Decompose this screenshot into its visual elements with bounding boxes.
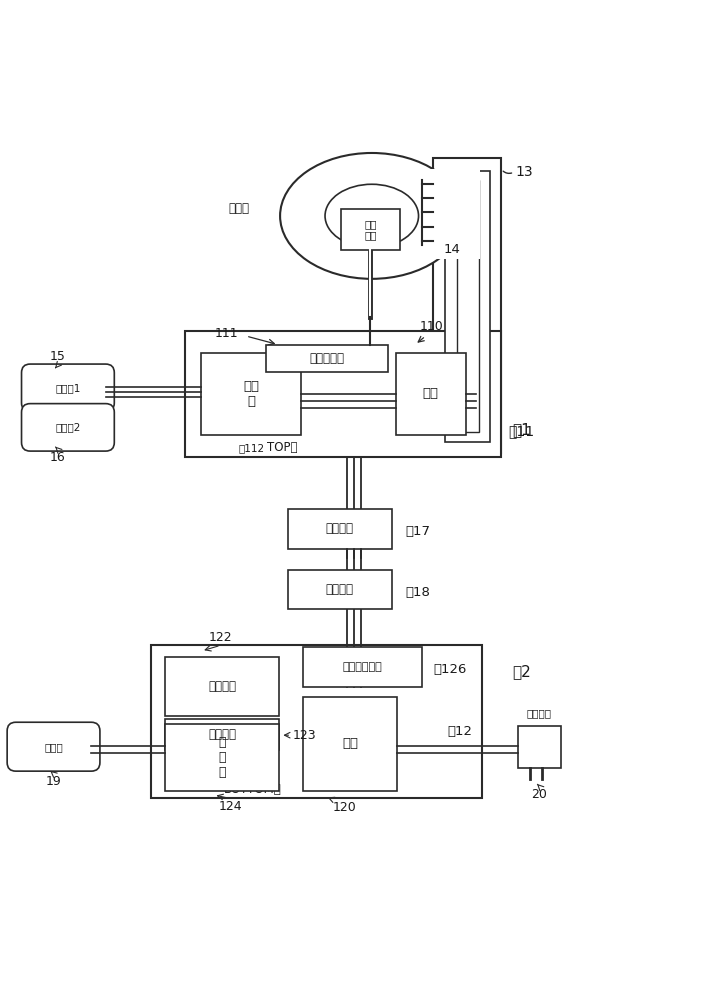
Text: 16: 16 xyxy=(50,451,66,464)
FancyBboxPatch shape xyxy=(287,570,392,609)
Text: 124: 124 xyxy=(218,800,242,813)
FancyBboxPatch shape xyxy=(185,331,501,457)
Text: 发射管2: 发射管2 xyxy=(55,422,81,432)
Text: 功率控制开关: 功率控制开关 xyxy=(343,662,383,672)
FancyBboxPatch shape xyxy=(422,169,479,259)
Text: ～112: ～112 xyxy=(238,443,265,453)
Text: 温度传感器: 温度传感器 xyxy=(310,352,344,365)
FancyBboxPatch shape xyxy=(22,364,114,412)
Text: 发射管1: 发射管1 xyxy=(55,383,81,393)
Text: 上连接件: 上连接件 xyxy=(326,522,354,535)
Text: 19: 19 xyxy=(45,775,61,788)
Text: 电源: 电源 xyxy=(342,737,358,750)
FancyBboxPatch shape xyxy=(445,171,490,442)
FancyBboxPatch shape xyxy=(165,724,279,791)
Text: 122: 122 xyxy=(209,631,232,644)
FancyBboxPatch shape xyxy=(341,209,400,250)
FancyBboxPatch shape xyxy=(518,726,561,768)
Text: 110: 110 xyxy=(419,320,443,333)
Text: 123: 123 xyxy=(292,729,316,742)
FancyBboxPatch shape xyxy=(266,345,388,372)
Text: 电源: 电源 xyxy=(423,387,439,400)
FancyBboxPatch shape xyxy=(457,180,479,432)
Text: 15: 15 xyxy=(50,350,66,363)
Text: 接
收
器: 接 收 器 xyxy=(219,736,226,779)
Text: 接收管: 接收管 xyxy=(44,742,63,752)
Text: 发射
器: 发射 器 xyxy=(243,380,259,408)
Text: 20: 20 xyxy=(531,788,547,801)
FancyBboxPatch shape xyxy=(433,158,501,453)
FancyBboxPatch shape xyxy=(7,722,100,771)
Text: 14: 14 xyxy=(444,243,461,256)
Text: ～2: ～2 xyxy=(512,664,531,679)
Text: TOP板: TOP板 xyxy=(266,441,297,454)
FancyBboxPatch shape xyxy=(151,645,482,798)
Text: ～126: ～126 xyxy=(433,663,466,676)
Text: 发热盘: 发热盘 xyxy=(228,202,249,215)
Text: 电源插座: 电源插座 xyxy=(527,709,552,719)
Text: ～18: ～18 xyxy=(406,586,430,599)
Text: 按键操作: 按键操作 xyxy=(208,680,236,693)
Text: ～17: ～17 xyxy=(406,525,430,538)
Text: 下连接件: 下连接件 xyxy=(326,583,354,596)
Text: BOTTOM板: BOTTOM板 xyxy=(225,783,282,796)
FancyBboxPatch shape xyxy=(201,353,300,435)
Text: ～12: ～12 xyxy=(448,725,472,738)
Text: ～1: ～1 xyxy=(512,422,531,437)
FancyBboxPatch shape xyxy=(165,719,279,750)
FancyBboxPatch shape xyxy=(165,657,279,716)
Text: 13: 13 xyxy=(516,165,534,179)
Ellipse shape xyxy=(325,184,419,248)
FancyBboxPatch shape xyxy=(396,353,466,435)
FancyBboxPatch shape xyxy=(287,509,392,549)
FancyBboxPatch shape xyxy=(303,697,397,791)
Text: 温度
探头: 温度 探头 xyxy=(364,219,377,240)
Text: 120: 120 xyxy=(332,801,356,814)
Ellipse shape xyxy=(280,153,464,279)
Text: 声光指示: 声光指示 xyxy=(208,728,236,741)
Text: 111: 111 xyxy=(215,327,239,340)
FancyBboxPatch shape xyxy=(22,404,114,451)
Text: ～11: ～11 xyxy=(508,425,534,439)
FancyBboxPatch shape xyxy=(303,647,422,687)
